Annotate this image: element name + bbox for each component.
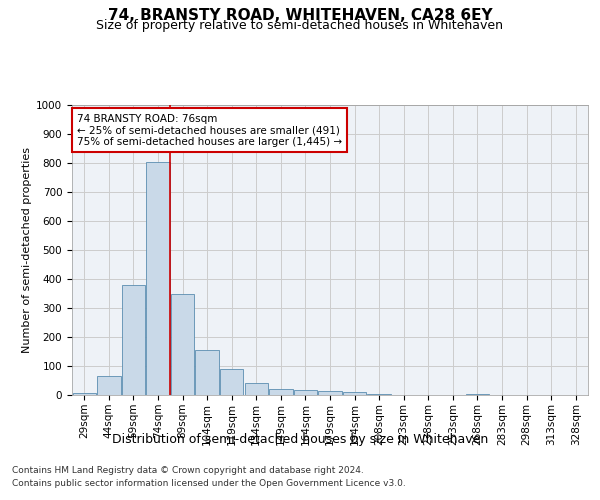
Bar — [269, 388, 293, 395]
Y-axis label: Number of semi-detached properties: Number of semi-detached properties — [22, 147, 32, 353]
Bar — [245, 384, 268, 395]
Text: 74 BRANSTY ROAD: 76sqm
← 25% of semi-detached houses are smaller (491)
75% of se: 74 BRANSTY ROAD: 76sqm ← 25% of semi-det… — [77, 114, 342, 147]
Bar — [343, 392, 366, 395]
Bar — [294, 390, 317, 395]
Bar — [171, 294, 194, 395]
Bar — [220, 370, 244, 395]
Text: Size of property relative to semi-detached houses in Whitehaven: Size of property relative to semi-detach… — [97, 19, 503, 32]
Text: Distribution of semi-detached houses by size in Whitehaven: Distribution of semi-detached houses by … — [112, 432, 488, 446]
Bar — [196, 350, 219, 395]
Bar — [122, 285, 145, 395]
Text: Contains HM Land Registry data © Crown copyright and database right 2024.: Contains HM Land Registry data © Crown c… — [12, 466, 364, 475]
Bar — [367, 394, 391, 395]
Bar — [73, 392, 96, 395]
Bar — [97, 376, 121, 395]
Bar — [466, 394, 489, 395]
Bar — [146, 162, 170, 395]
Text: Contains public sector information licensed under the Open Government Licence v3: Contains public sector information licen… — [12, 479, 406, 488]
Bar — [319, 391, 341, 395]
Text: 74, BRANSTY ROAD, WHITEHAVEN, CA28 6EY: 74, BRANSTY ROAD, WHITEHAVEN, CA28 6EY — [107, 8, 493, 22]
